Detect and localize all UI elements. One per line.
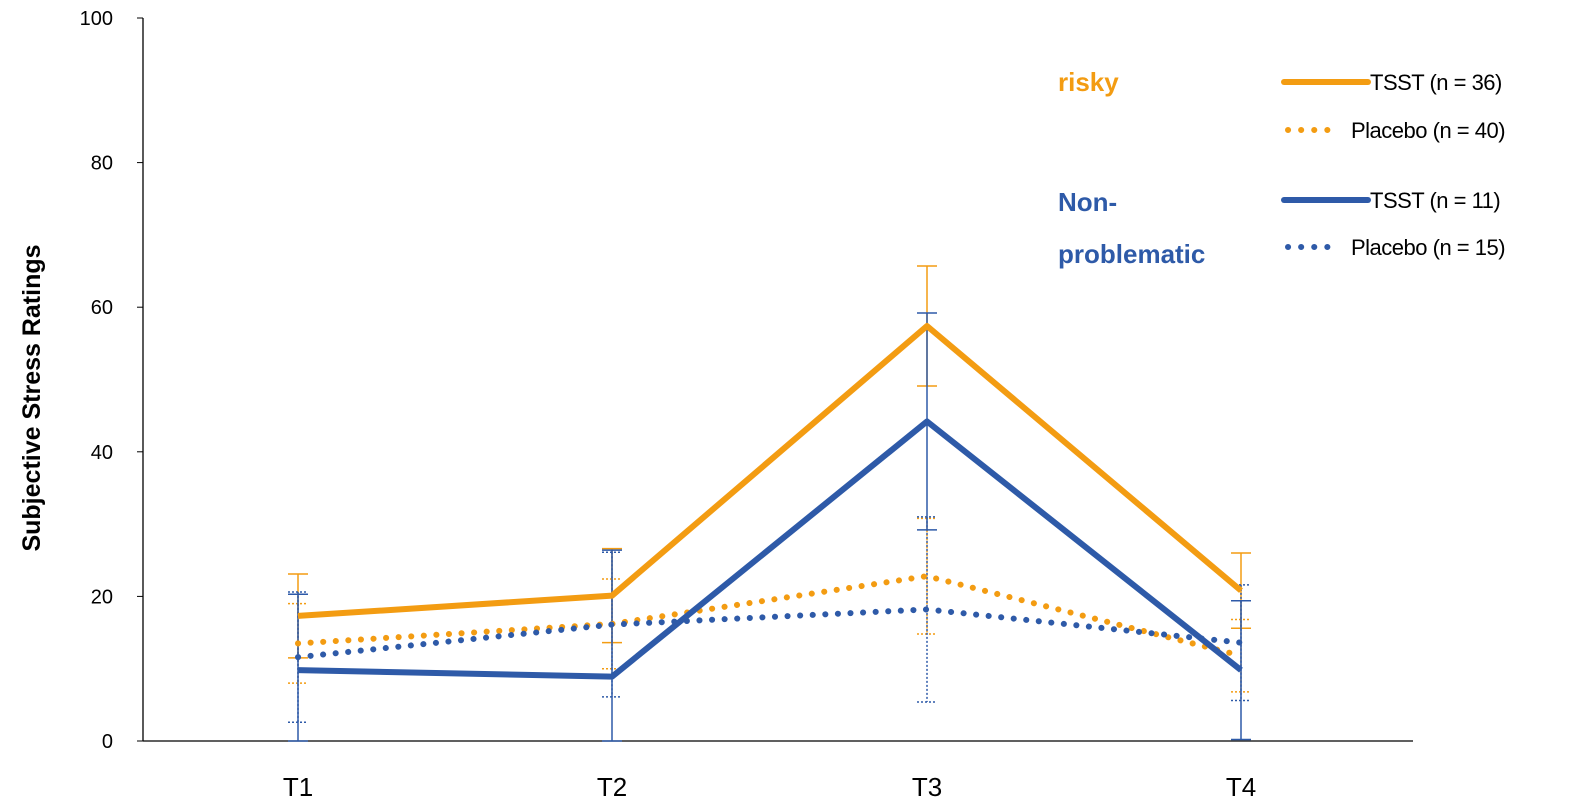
legend-label: TSST (n = 36) (1370, 70, 1502, 95)
legend-label: TSST (n = 11) (1370, 188, 1500, 213)
series-line (295, 606, 1244, 661)
x-tick-label: T4 (1226, 772, 1256, 802)
y-axis-title: Subjective Stress Ratings (18, 244, 46, 551)
y-tick-label: 20 (91, 586, 113, 608)
x-tick-label: T3 (912, 772, 942, 802)
error-bars (288, 265, 1251, 742)
legend-group-label: problematic (1058, 239, 1205, 269)
axes: 0 20 40 60 80 100 T1 T2 T3 T4 (80, 8, 1413, 802)
y-tick-label: 100 (80, 8, 113, 30)
y-tick-label: 0 (102, 731, 113, 753)
legend-label: Placebo (n = 15) (1351, 235, 1505, 260)
y-tick-label: 60 (91, 297, 113, 319)
legend-label: Placebo (n = 40) (1351, 118, 1505, 143)
series-line (297, 418, 1243, 680)
series-lines (295, 322, 1244, 680)
legend-group-label: risky (1058, 67, 1119, 97)
y-tick-label: 40 (91, 442, 113, 464)
x-tick-label: T1 (283, 772, 313, 802)
y-tick-label: 80 (91, 153, 113, 175)
series-line (297, 322, 1243, 619)
x-tick-label: T2 (597, 772, 627, 802)
legend-group-label: Non- (1058, 187, 1117, 217)
legend: risky Non-problematic TSST (n = 36) Placebo… (1058, 67, 1506, 269)
series-line (295, 573, 1244, 659)
